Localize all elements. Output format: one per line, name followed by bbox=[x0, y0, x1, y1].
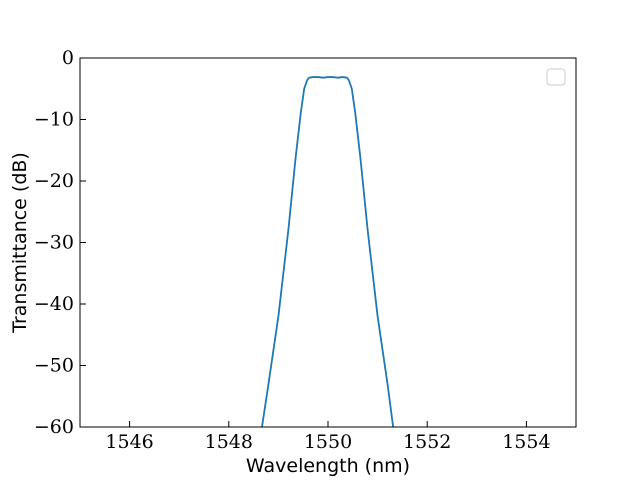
x-tick-label: 1548 bbox=[205, 431, 253, 453]
legend-box bbox=[546, 68, 566, 86]
series-layer bbox=[261, 76, 395, 427]
x-tick-label: 1550 bbox=[304, 431, 352, 453]
y-tick-label: 0 bbox=[62, 47, 74, 69]
x-axis-label: Wavelength (nm) bbox=[246, 455, 410, 477]
y-tick-label: −20 bbox=[34, 170, 74, 192]
y-axis-label: Transmittance (dB) bbox=[9, 152, 31, 334]
x-axis-ticks: 1546 1548 1550 1552 1554 bbox=[105, 421, 551, 453]
y-tick-label: −30 bbox=[34, 232, 74, 254]
x-tick-label: 1554 bbox=[502, 431, 550, 453]
y-axis-ticks: 0 −10 −20 −30 −40 −50 −60 bbox=[34, 47, 86, 438]
y-tick-label: −10 bbox=[34, 109, 74, 131]
plot-area bbox=[80, 58, 576, 427]
y-tick-label: −50 bbox=[34, 355, 74, 377]
y-tick-label: −60 bbox=[34, 416, 74, 438]
x-tick-label: 1552 bbox=[403, 431, 451, 453]
series-line-0 bbox=[261, 76, 395, 427]
y-tick-label: −40 bbox=[34, 293, 74, 315]
x-tick-label: 1546 bbox=[105, 431, 153, 453]
